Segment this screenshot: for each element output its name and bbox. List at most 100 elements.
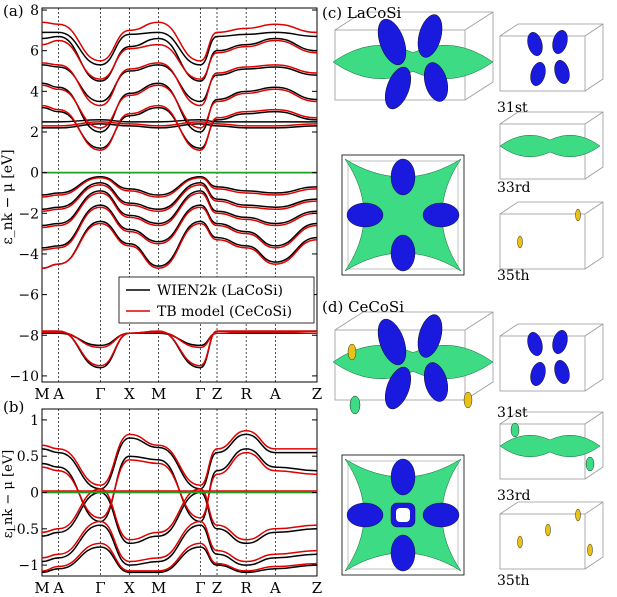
panel-c-fermi-surfaces: [332, 11, 604, 276]
wien2k-band-line: [42, 491, 317, 545]
fermi-pocket: [417, 314, 443, 358]
panel-d-label: (d) CeCoSi: [322, 298, 405, 316]
wien2k-band-line: [42, 119, 317, 123]
fermi-pocket: [527, 32, 543, 56]
fermi-pocket: [385, 366, 411, 410]
panel-b-tb-bands: [42, 430, 317, 572]
tb-band-line: [42, 520, 317, 563]
legend: WIEN2k (LaCoSi) TB model (CeCoSi): [118, 276, 315, 324]
panel-b-y-ticks: −1 −0.5 0 0.5 1: [5, 413, 317, 574]
y-tick-label: 0: [30, 486, 39, 502]
fermi-pocket: [554, 360, 570, 384]
kpoint-label: X: [124, 385, 135, 403]
kpoint-label: A: [52, 579, 64, 597]
tb-band-line: [42, 39, 317, 80]
kpoint-label: Γ: [95, 385, 105, 403]
tb-band-line: [42, 331, 317, 349]
kpoint-label: X: [124, 579, 135, 597]
panel-c-combined-box: [332, 11, 494, 110]
kpoint-label: M: [151, 579, 166, 597]
tb-band-line: [42, 451, 317, 519]
fermi-pocket: [423, 62, 449, 102]
y-tick-label: 6: [30, 44, 39, 60]
wien2k-band-line: [42, 190, 317, 227]
y-tick-label: −1: [18, 558, 39, 574]
kpoint-label: Γ: [95, 579, 105, 597]
y-tick-label: 1: [30, 413, 39, 429]
fermi-sheet: [332, 44, 494, 80]
fermi-pocket: [575, 208, 581, 222]
panel-c-band-31-label: 31st: [497, 100, 528, 116]
kpoint-label: A: [269, 579, 281, 597]
panel-c-band-33-label: 33rd: [497, 180, 531, 196]
panel-d-fermi-surfaces: [332, 311, 604, 576]
panel-c-band-box-2: [499, 201, 604, 270]
panel-d-band-box-1: [499, 411, 604, 480]
kpoint-label: A: [269, 385, 281, 403]
fermi-pocket: [552, 30, 568, 54]
fermi-pocket: [423, 362, 449, 402]
wien2k-band-line: [42, 204, 317, 249]
y-tick-label: 4: [30, 84, 39, 100]
panel-d-top-view: [341, 454, 465, 576]
kpoint-label: Γ: [195, 579, 205, 597]
panel-c-band-box-0: [499, 23, 604, 92]
fermi-pocket: [585, 456, 595, 472]
tb-band-line: [42, 184, 317, 213]
fermi-pocket: [390, 158, 416, 196]
panel-d-band-box-2: [499, 501, 604, 570]
kpoint-label: R: [241, 579, 253, 597]
fermi-pocket: [377, 18, 407, 66]
fermi-pocket: [463, 391, 473, 409]
fermi-surface-panels: [332, 11, 604, 576]
fermi-pocket: [422, 202, 460, 228]
y-tick-label: 8: [30, 3, 39, 19]
fermi-pocket: [530, 362, 546, 386]
panel-a-tb-bands: [42, 21, 317, 367]
wien2k-band-line: [42, 524, 317, 566]
tb-band-line: [42, 84, 317, 129]
fermi-sheet: [344, 158, 462, 272]
fermi-sheet: [332, 344, 494, 380]
panel-c-top-view: [341, 154, 465, 276]
fermi-pocket: [517, 235, 523, 249]
tb-band-line: [42, 62, 317, 107]
tb-band-line: [42, 542, 317, 572]
panel-c-band-box-1: [499, 111, 604, 180]
fermi-pocket: [587, 543, 593, 557]
fermi-pocket: [377, 318, 407, 366]
kpoint-label: M: [151, 385, 166, 403]
panel-c-band-35-label: 35th: [497, 268, 530, 284]
kpoint-label: R: [241, 385, 253, 403]
wien2k-band-line: [42, 31, 317, 66]
panel-b-label: (b): [3, 398, 25, 416]
kpoint-label: Z: [212, 579, 222, 597]
panel-d-band-31-label: 31st: [497, 405, 528, 421]
fermi-pocket: [552, 330, 568, 354]
wien2k-band-line: [42, 433, 317, 490]
wien2k-band-line: [42, 123, 317, 129]
fermi-pocket: [545, 523, 551, 537]
tb-band-line: [42, 330, 317, 367]
wien2k-band-line: [42, 546, 317, 574]
kpoint-label: M: [34, 385, 49, 403]
y-tick-label: −2: [18, 206, 39, 222]
fermi-sheet: [499, 434, 601, 458]
fermi-pocket: [510, 422, 520, 438]
tb-band-line: [42, 192, 317, 229]
fermi-pocket: [390, 534, 416, 572]
panel-a-y-ticks: −10 −8 −6 −4 −2 0 2 4 6 8: [9, 3, 317, 385]
panel-d-band-box-0: [499, 323, 604, 392]
fermi-pocket: [417, 14, 443, 58]
tb-band-line: [42, 121, 317, 127]
tb-band-line: [42, 222, 317, 269]
legend-label-tb: TB model (CeCoSi): [157, 304, 292, 320]
y-tick-label: 0.5: [17, 449, 39, 465]
panel-a-plot: −10 −8 −6 −4 −2 0 2 4 6 8 ε_nk − μ [eV] WIEN2k (L…: [0, 3, 322, 403]
fermi-pocket: [390, 458, 416, 496]
tb-band-line: [42, 21, 317, 62]
